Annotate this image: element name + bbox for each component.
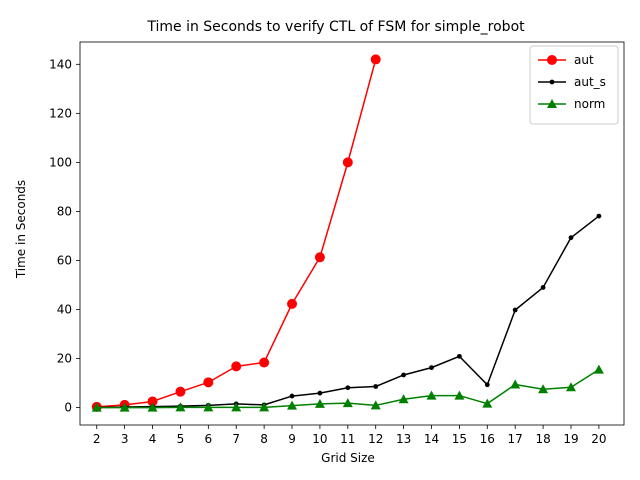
x-tick-label: 18 bbox=[535, 432, 550, 446]
data-point-aut_s bbox=[289, 393, 295, 399]
y-tick-label: 40 bbox=[57, 303, 72, 317]
plot-area: 2 3 4 5 6 7 8 9 10 11 12 13 14 15 16 17 18 19 20 0 20 40 60 80 1… bbox=[49, 41, 625, 446]
data-point-norm bbox=[454, 390, 465, 400]
data-point-aut bbox=[175, 386, 186, 397]
data-point-norm bbox=[203, 402, 214, 412]
y-axis-label: Time in Seconds bbox=[14, 180, 28, 279]
y-tick-label: 140 bbox=[49, 57, 72, 71]
data-point-norm bbox=[91, 402, 102, 412]
data-point-aut_s bbox=[401, 372, 407, 378]
y-tick-label: 60 bbox=[57, 253, 72, 267]
data-point-norm bbox=[482, 398, 493, 408]
data-point-norm bbox=[547, 99, 557, 108]
x-tick-label: 9 bbox=[288, 432, 296, 446]
data-point-aut_s bbox=[457, 353, 462, 359]
data-point-aut bbox=[547, 55, 557, 65]
y-tick-label: 100 bbox=[49, 155, 72, 169]
data-point-aut bbox=[231, 361, 242, 372]
data-point-norm bbox=[231, 402, 242, 412]
x-tick-label: 5 bbox=[177, 432, 185, 446]
x-tick-label: 15 bbox=[452, 432, 467, 446]
data-point-aut bbox=[314, 252, 325, 263]
data-point-norm bbox=[426, 390, 437, 400]
x-tick-label: 3 bbox=[121, 432, 129, 446]
data-point-norm bbox=[398, 394, 409, 404]
data-point-norm bbox=[342, 398, 353, 408]
x-tick-label: 8 bbox=[260, 432, 268, 446]
y-tick-label: 0 bbox=[64, 401, 72, 415]
data-point-aut_s bbox=[596, 213, 602, 219]
data-point-norm bbox=[510, 379, 521, 389]
data-point-norm bbox=[593, 364, 604, 374]
data-point-aut_s bbox=[540, 285, 546, 290]
data-point-norm bbox=[147, 402, 158, 412]
data-point-norm bbox=[287, 400, 298, 410]
x-tick-label: 11 bbox=[340, 432, 355, 446]
x-tick-label: 4 bbox=[149, 432, 157, 446]
data-point-aut_s bbox=[512, 307, 518, 313]
legend-label-norm: norm bbox=[574, 97, 605, 111]
data-point-aut_s bbox=[429, 365, 434, 371]
data-point-aut_s bbox=[345, 385, 351, 391]
data-point-norm bbox=[314, 398, 325, 408]
x-tick-label: 13 bbox=[396, 432, 411, 446]
x-tick-label: 14 bbox=[424, 432, 439, 446]
x-tick-label: 20 bbox=[591, 432, 606, 446]
x-tick-label: 16 bbox=[480, 432, 495, 446]
data-point-aut bbox=[203, 377, 214, 388]
data-point-aut bbox=[287, 298, 298, 309]
data-point-norm bbox=[538, 384, 549, 394]
data-point-aut_s bbox=[484, 382, 490, 388]
data-point-norm bbox=[175, 402, 186, 412]
x-tick-label: 6 bbox=[205, 432, 213, 446]
data-point-aut bbox=[370, 54, 381, 65]
x-tick-label: 7 bbox=[232, 432, 240, 446]
y-tick-label: 80 bbox=[57, 204, 72, 218]
x-tick-label: 12 bbox=[368, 432, 383, 446]
data-point-norm bbox=[119, 402, 130, 412]
x-tick-label: 17 bbox=[508, 432, 523, 446]
chart-title: Time in Seconds to verify CTL of FSM for… bbox=[146, 19, 525, 35]
data-point-aut_s bbox=[568, 235, 574, 241]
data-point-aut_s bbox=[317, 390, 323, 396]
y-tick-label: 20 bbox=[57, 352, 72, 366]
x-tick-label: 19 bbox=[563, 432, 578, 446]
axes-frame bbox=[79, 41, 625, 426]
data-point-aut_s bbox=[549, 79, 555, 85]
data-point-aut bbox=[259, 357, 270, 368]
data-point-norm bbox=[259, 402, 270, 412]
legend-label-aut: aut bbox=[574, 53, 594, 67]
data-point-norm bbox=[370, 400, 381, 410]
data-point-aut bbox=[342, 157, 353, 168]
x-tick-label: 2 bbox=[93, 432, 101, 446]
legend-label-aut_s: aut_s bbox=[574, 75, 606, 89]
y-tick-label: 120 bbox=[49, 106, 72, 120]
data-point-aut_s bbox=[373, 384, 379, 389]
data-point-norm bbox=[565, 382, 576, 392]
x-tick-label: 10 bbox=[312, 432, 327, 446]
x-axis-label: Grid Size bbox=[321, 451, 375, 465]
